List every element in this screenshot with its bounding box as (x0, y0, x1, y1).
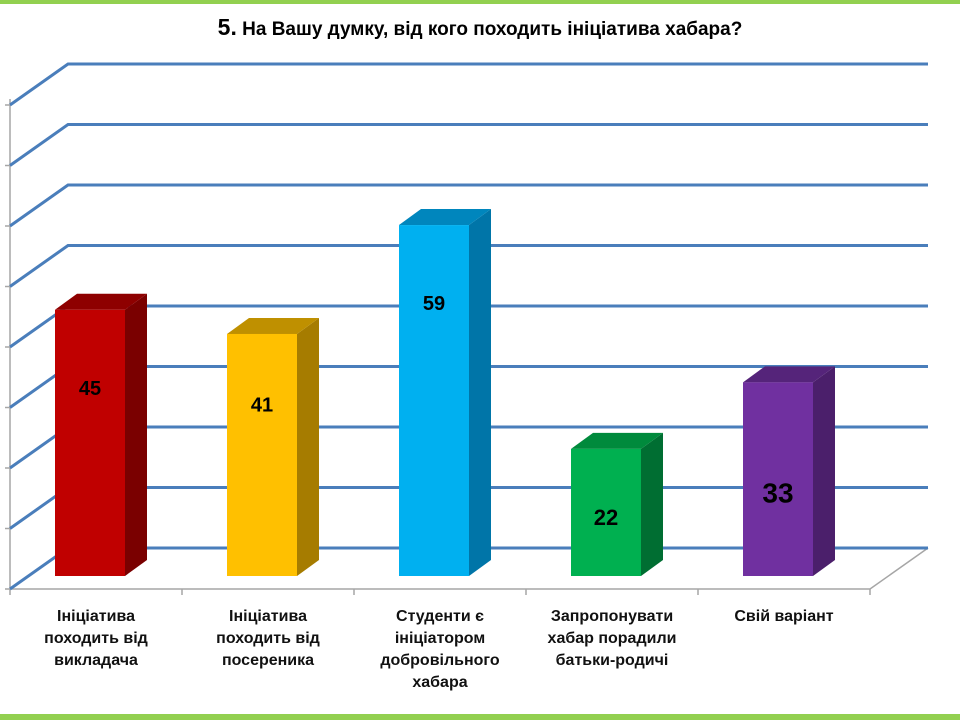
category-label-line: добровільного (380, 652, 500, 669)
bar-value-label: 41 (251, 394, 273, 416)
category-label-line: Свій варіант (734, 608, 834, 625)
gridline (9, 183, 928, 228)
x-axis-category-label: Свій варіант (699, 606, 869, 628)
x-axis-category-label: Запропонувати хабар порадили батьки-родичі (527, 606, 697, 672)
x-axis-category-label: Студенти є ініціатором добровільного хабара (355, 606, 525, 694)
category-label-line: походить від (216, 630, 320, 647)
gridline (9, 62, 928, 107)
category-label-line: хабар порадили (547, 630, 677, 647)
x-axis-category-label: Ініціатива походить від викладача (11, 606, 181, 672)
bar-side (125, 293, 147, 576)
category-label-line: викладача (54, 652, 138, 669)
bar-top (743, 366, 835, 383)
bar-top (399, 209, 491, 226)
bar-value-label: 59 (423, 293, 445, 315)
bar-value-label: 22 (594, 505, 618, 530)
bar-side (813, 366, 835, 576)
category-label-line: ініціатором (394, 630, 486, 647)
chart-floor (9, 99, 929, 595)
bar-side (641, 432, 663, 576)
category-label-line: походить від (44, 630, 148, 647)
title-number: 5. (217, 14, 237, 40)
bar: 33 (743, 366, 835, 576)
category-label-line: Запропонувати (550, 608, 674, 625)
category-label-line: Ініціатива (229, 608, 307, 625)
category-label-line: Ініціатива (57, 608, 135, 625)
bar-front (227, 333, 297, 576)
category-label-line: батьки-родичі (555, 652, 669, 669)
bar-front (55, 309, 125, 576)
title-text: На Вашу думку, від кого походить ініціат… (242, 19, 743, 40)
category-label-line: хабара (412, 674, 468, 691)
bar-top (227, 317, 319, 334)
bar-value-label: 45 (79, 378, 101, 400)
bar-side (297, 317, 319, 576)
bar-value-label: 33 (762, 477, 793, 508)
category-label-line: Студенти є (396, 608, 484, 625)
gridline (9, 123, 928, 167)
bar-top (55, 293, 147, 310)
bottom-accent-band (0, 714, 960, 720)
chart-title: 5. На Вашу думку, від кого походить ініц… (0, 14, 960, 41)
top-accent-band (0, 0, 960, 4)
bar: 41 (227, 317, 319, 576)
bar-front (571, 448, 641, 576)
bar: 45 (55, 293, 147, 576)
bar-side (469, 209, 491, 577)
chart-bars: 45 41 59 22 33 (55, 209, 835, 577)
bar: 22 (571, 432, 663, 576)
bar: 59 (399, 209, 491, 577)
x-axis-category-label: Ініціатива походить від посереника (183, 606, 353, 672)
bar-front (399, 225, 469, 577)
bar-front (743, 382, 813, 576)
category-label-line: посереника (221, 652, 315, 669)
gridline (9, 244, 928, 288)
bar-top (571, 432, 663, 449)
